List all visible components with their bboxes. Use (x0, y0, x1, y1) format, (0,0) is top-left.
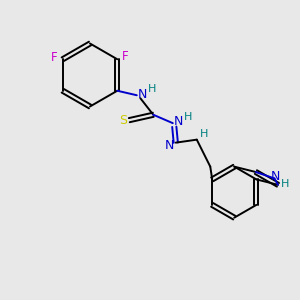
Text: H: H (148, 84, 156, 94)
Text: H: H (184, 112, 192, 122)
Text: H: H (281, 179, 289, 189)
Text: N: N (137, 88, 147, 101)
Text: F: F (51, 51, 58, 64)
Text: H: H (200, 129, 208, 139)
Text: N: N (164, 139, 174, 152)
Text: F: F (122, 50, 129, 63)
Text: N: N (271, 170, 280, 183)
Text: S: S (119, 114, 127, 127)
Text: N: N (173, 116, 183, 128)
